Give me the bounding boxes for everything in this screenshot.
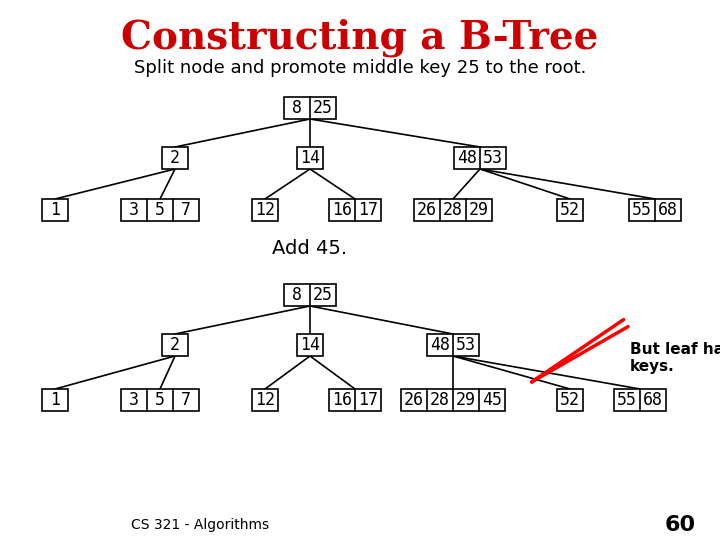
Text: 1: 1 [50, 391, 60, 409]
Text: 5: 5 [155, 391, 165, 409]
Text: 17: 17 [358, 201, 378, 219]
Bar [284, 97, 336, 119]
Bar [297, 334, 323, 356]
Bar [284, 284, 336, 306]
Text: CS 321 - Algorithms: CS 321 - Algorithms [131, 518, 269, 532]
Text: 14: 14 [300, 336, 320, 354]
Bar [121, 389, 199, 411]
Text: 55: 55 [632, 201, 652, 219]
Bar [42, 199, 68, 221]
Text: 52: 52 [560, 391, 580, 409]
Text: 16: 16 [332, 201, 352, 219]
Text: 8: 8 [292, 286, 302, 304]
Bar [42, 389, 68, 411]
Text: 8: 8 [292, 99, 302, 117]
Text: Add 45.: Add 45. [272, 239, 348, 258]
Text: Constructing a B-Tree: Constructing a B-Tree [121, 19, 599, 57]
Text: 68: 68 [643, 391, 663, 409]
Text: 29: 29 [469, 201, 489, 219]
Bar [121, 199, 199, 221]
Text: 1: 1 [50, 201, 60, 219]
Bar [614, 389, 666, 411]
Bar [329, 199, 381, 221]
Text: 3: 3 [129, 391, 139, 409]
Bar [414, 199, 492, 221]
Text: 26: 26 [404, 391, 424, 409]
Text: 7: 7 [181, 391, 191, 409]
Text: 14: 14 [300, 149, 320, 167]
Text: 25: 25 [313, 286, 333, 304]
Text: 17: 17 [358, 391, 378, 409]
Text: 28: 28 [430, 391, 450, 409]
Text: 52: 52 [560, 201, 580, 219]
Text: 68: 68 [658, 201, 678, 219]
Text: 53: 53 [456, 336, 476, 354]
Text: 16: 16 [332, 391, 352, 409]
Text: 53: 53 [483, 149, 503, 167]
Text: 48: 48 [457, 149, 477, 167]
Bar [557, 199, 583, 221]
Text: 12: 12 [255, 391, 275, 409]
Bar [557, 389, 583, 411]
Text: 28: 28 [443, 201, 463, 219]
Text: Split node and promote middle key 25 to the root.: Split node and promote middle key 25 to … [134, 59, 586, 77]
Text: 12: 12 [255, 201, 275, 219]
Text: 48: 48 [430, 336, 450, 354]
Bar [252, 199, 278, 221]
Text: 7: 7 [181, 201, 191, 219]
Text: Split node and promote middle key 25 to the root.: Split node and promote middle key 25 to … [134, 59, 586, 77]
Bar [454, 147, 506, 169]
Text: 25: 25 [313, 99, 333, 117]
Text: But leaf has too many
keys.: But leaf has too many keys. [630, 342, 720, 374]
Bar [162, 334, 188, 356]
Text: 55: 55 [617, 391, 637, 409]
Bar [329, 389, 381, 411]
Text: 29: 29 [456, 391, 476, 409]
Text: 2: 2 [170, 149, 180, 167]
Bar [162, 147, 188, 169]
Bar [297, 147, 323, 169]
Bar [629, 199, 681, 221]
Bar [427, 334, 479, 356]
Text: 45: 45 [482, 391, 502, 409]
Text: 5: 5 [155, 201, 165, 219]
Bar [401, 389, 505, 411]
Bar [252, 389, 278, 411]
Text: 26: 26 [417, 201, 437, 219]
Text: 3: 3 [129, 201, 139, 219]
Text: 60: 60 [665, 515, 696, 535]
Text: 2: 2 [170, 336, 180, 354]
